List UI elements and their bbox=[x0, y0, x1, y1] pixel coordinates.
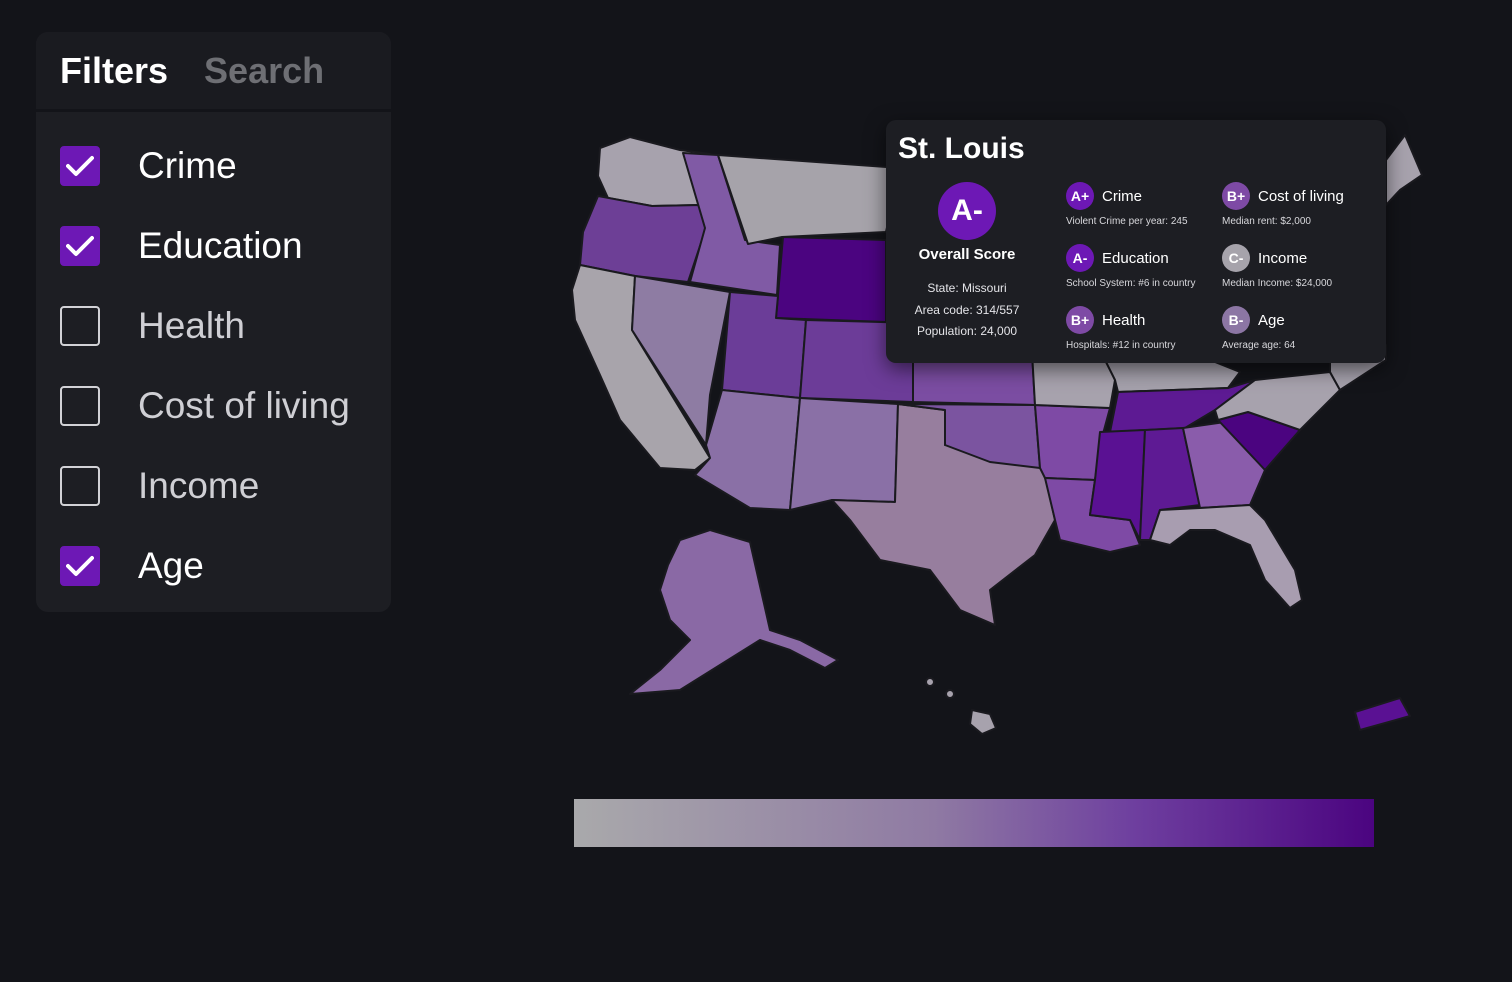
tab-filters[interactable]: Filters bbox=[60, 49, 169, 91]
filter-label: Age bbox=[138, 545, 204, 586]
filter-label: Cost of living bbox=[138, 385, 350, 426]
state-kentucky[interactable] bbox=[1104, 359, 1241, 393]
territory-puerto-rico[interactable] bbox=[1354, 697, 1411, 731]
filter-health[interactable]: Health bbox=[36, 286, 391, 366]
state-new-mexico[interactable] bbox=[789, 397, 899, 511]
metric-detail: Average age: 64 bbox=[1222, 340, 1296, 351]
metric-cost-of-living: B+ Cost of living Median rent: $2,000 bbox=[1222, 182, 1344, 227]
metric-name: Health bbox=[1102, 311, 1146, 329]
education-checkbox[interactable] bbox=[60, 226, 100, 266]
crime-checkbox[interactable] bbox=[60, 146, 100, 186]
state-georgia[interactable] bbox=[1182, 421, 1266, 509]
state-arizona[interactable] bbox=[694, 389, 801, 511]
cost-of-living-checkbox[interactable] bbox=[60, 386, 100, 426]
filter-education[interactable]: Education bbox=[36, 206, 391, 286]
state-nevada[interactable] bbox=[631, 275, 731, 446]
metric-name: Education bbox=[1102, 249, 1169, 267]
metric-name: Income bbox=[1258, 249, 1308, 267]
health-checkbox[interactable] bbox=[60, 306, 100, 346]
city-name: St. Louis bbox=[898, 132, 1025, 165]
overall-score-label: Overall Score bbox=[918, 246, 1016, 263]
city-tooltip-card: St. Louis A- Overall Score State: Missou… bbox=[886, 120, 1386, 363]
state-oregon[interactable] bbox=[579, 195, 707, 283]
metric-detail: Median Income: $24,000 bbox=[1222, 278, 1333, 289]
state-maine[interactable] bbox=[1385, 134, 1423, 206]
filter-label: Income bbox=[138, 465, 260, 506]
metric-education: A- Education School System: #6 in countr… bbox=[1066, 244, 1196, 289]
population-info: Population: 24,000 bbox=[916, 324, 1018, 338]
grade-badge: A+ bbox=[1066, 182, 1094, 210]
filter-age[interactable]: Age bbox=[36, 526, 391, 606]
state-info: State: Missouri bbox=[927, 281, 1007, 295]
income-checkbox[interactable] bbox=[60, 466, 100, 506]
metric-income: C- Income Median Income: $24,000 bbox=[1222, 244, 1332, 289]
filter-income[interactable]: Income bbox=[36, 446, 391, 526]
checkmark-icon bbox=[66, 156, 94, 176]
grade-badge: B+ bbox=[1066, 306, 1094, 334]
filter-label: Health bbox=[138, 305, 245, 346]
state-north-carolina[interactable] bbox=[1214, 371, 1341, 431]
grade-badge: B- bbox=[1222, 306, 1250, 334]
state-hawaii-island bbox=[945, 689, 955, 699]
metric-name: Age bbox=[1258, 311, 1285, 329]
filter-cost-of-living[interactable]: Cost of living bbox=[36, 366, 391, 446]
metric-detail: Violent Crime per year: 245 bbox=[1066, 216, 1188, 227]
grade-badge: C- bbox=[1222, 244, 1250, 272]
state-hawaii-island bbox=[925, 677, 935, 687]
state-florida[interactable] bbox=[1149, 504, 1303, 609]
metric-detail: Hospitals: #12 in country bbox=[1066, 340, 1176, 351]
state-montana[interactable] bbox=[717, 154, 901, 245]
metric-health: B+ Health Hospitals: #12 in country bbox=[1066, 306, 1176, 351]
metric-name: Crime bbox=[1102, 187, 1142, 205]
age-checkbox[interactable] bbox=[60, 546, 100, 586]
checkmark-icon bbox=[66, 556, 94, 576]
panel-tabs: Filters Search bbox=[36, 32, 391, 112]
tab-search[interactable]: Search bbox=[204, 49, 325, 91]
filter-panel: Filters Search Crime Education Health Co… bbox=[36, 32, 391, 612]
metric-name: Cost of living bbox=[1258, 187, 1344, 205]
area-code-info: Area code: 314/557 bbox=[914, 303, 1020, 317]
metric-detail: School System: #6 in country bbox=[1066, 278, 1196, 289]
metric-detail: Median rent: $2,000 bbox=[1222, 216, 1311, 227]
overall-grade-badge: A- bbox=[938, 182, 996, 240]
filter-list: Crime Education Health Cost of living In… bbox=[36, 112, 391, 606]
metric-crime: A+ Crime Violent Crime per year: 245 bbox=[1066, 182, 1188, 227]
filter-crime[interactable]: Crime bbox=[36, 126, 391, 206]
state-alaska[interactable] bbox=[629, 529, 839, 695]
state-hawaii[interactable] bbox=[969, 709, 997, 735]
filter-label: Crime bbox=[138, 145, 237, 186]
grade-badge: A- bbox=[1066, 244, 1094, 272]
metric-age: B- Age Average age: 64 bbox=[1222, 306, 1295, 351]
grade-badge: B+ bbox=[1222, 182, 1250, 210]
checkmark-icon bbox=[66, 236, 94, 256]
filter-label: Education bbox=[138, 225, 303, 266]
state-wyoming[interactable] bbox=[775, 236, 887, 323]
color-scale-legend bbox=[574, 799, 1374, 847]
